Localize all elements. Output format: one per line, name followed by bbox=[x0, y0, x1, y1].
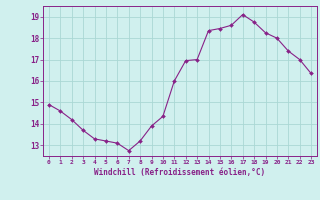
X-axis label: Windchill (Refroidissement éolien,°C): Windchill (Refroidissement éolien,°C) bbox=[94, 168, 266, 177]
